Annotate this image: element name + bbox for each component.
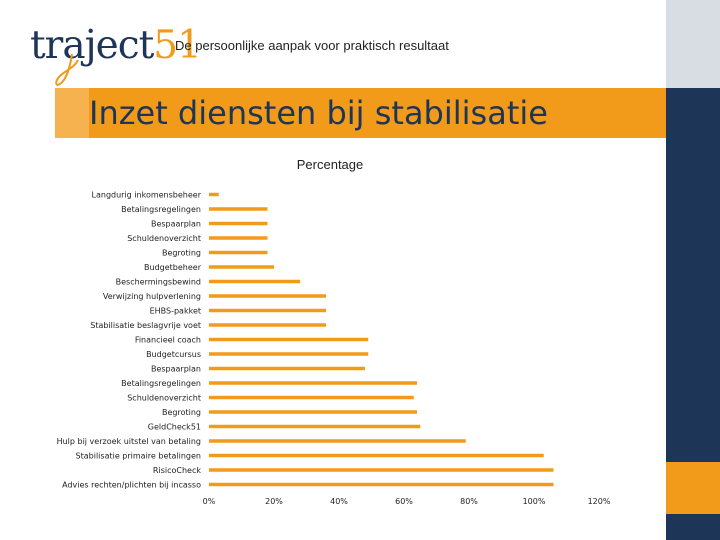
bar bbox=[209, 308, 326, 313]
bar bbox=[209, 265, 274, 269]
chart-title: Percentage bbox=[296, 157, 364, 172]
bar bbox=[209, 482, 554, 487]
title-band bbox=[55, 88, 666, 138]
x-tick-label: 40% bbox=[330, 497, 348, 506]
x-tick-label: 120% bbox=[588, 497, 611, 506]
category-label: EHBS-pakket bbox=[150, 307, 201, 316]
logo-wordmark: traject51 bbox=[30, 23, 202, 68]
bar bbox=[209, 366, 365, 371]
category-label: Bespaarplan bbox=[151, 220, 201, 229]
category-label: Bespaarplan bbox=[151, 365, 201, 374]
bar bbox=[209, 453, 544, 458]
category-label: Stabilisatie beslagvrije voet bbox=[90, 321, 201, 330]
x-tick-label: 80% bbox=[460, 497, 478, 506]
category-label: Betalingsregelingen bbox=[121, 379, 201, 388]
bar bbox=[209, 250, 268, 255]
slide-title: Inzet diensten bij stabilisatie bbox=[89, 94, 548, 132]
bar bbox=[209, 192, 219, 197]
category-label: Budgetbeheer bbox=[144, 263, 202, 272]
category-label: Begroting bbox=[162, 249, 201, 258]
category-label: Schuldenoverzicht bbox=[127, 394, 201, 403]
category-label: Stabilisatie primaire betalingen bbox=[76, 452, 201, 461]
category-label: GeldCheck51 bbox=[148, 423, 201, 432]
bar bbox=[209, 207, 268, 211]
tagline: De persoonlijke aanpak voor praktisch re… bbox=[175, 38, 449, 53]
category-label: Verwijzing hulpverlening bbox=[103, 292, 201, 301]
bar bbox=[209, 439, 466, 443]
bar bbox=[209, 323, 326, 327]
category-label: Advies rechten/plichten bij incasso bbox=[62, 481, 201, 490]
logo-text: traject bbox=[30, 23, 154, 68]
bar bbox=[209, 468, 554, 472]
bar bbox=[209, 294, 326, 298]
x-tick-label: 100% bbox=[523, 497, 546, 506]
x-tick-label: 20% bbox=[265, 497, 283, 506]
bar bbox=[209, 395, 414, 400]
category-label: Financieel coach bbox=[135, 336, 201, 345]
right-decor-bar bbox=[666, 0, 720, 540]
logo-swash-icon bbox=[55, 53, 79, 86]
category-label: Schuldenoverzicht bbox=[127, 234, 201, 243]
bar bbox=[209, 236, 268, 240]
right-decor-top-strip bbox=[666, 0, 720, 88]
x-tick-label: 0% bbox=[203, 497, 216, 506]
category-label: Budgetcursus bbox=[146, 350, 201, 359]
x-tick-label: 60% bbox=[395, 497, 413, 506]
right-decor-accent bbox=[666, 462, 720, 514]
bar bbox=[209, 424, 421, 429]
category-label: Hulp bij verzoek uitstel van betaling bbox=[57, 437, 201, 446]
category-label: RisicoCheck bbox=[153, 466, 201, 475]
bar bbox=[209, 221, 268, 226]
category-label: Begroting bbox=[162, 408, 201, 417]
title-band-shade bbox=[55, 88, 89, 138]
logo-number: 51 bbox=[153, 23, 202, 68]
bar-chart: Langdurig inkomensbeheer Betalingsregelin… bbox=[57, 191, 611, 507]
category-label: Beschermingsbewind bbox=[116, 278, 201, 287]
bar bbox=[209, 381, 417, 385]
bar bbox=[209, 279, 300, 284]
bar bbox=[209, 337, 369, 342]
category-label: Betalingsregelingen bbox=[121, 205, 201, 214]
bar bbox=[209, 352, 369, 356]
bar bbox=[209, 410, 417, 414]
category-label: Langdurig inkomensbeheer bbox=[92, 191, 202, 200]
traject51-logo: traject51 bbox=[30, 24, 202, 90]
